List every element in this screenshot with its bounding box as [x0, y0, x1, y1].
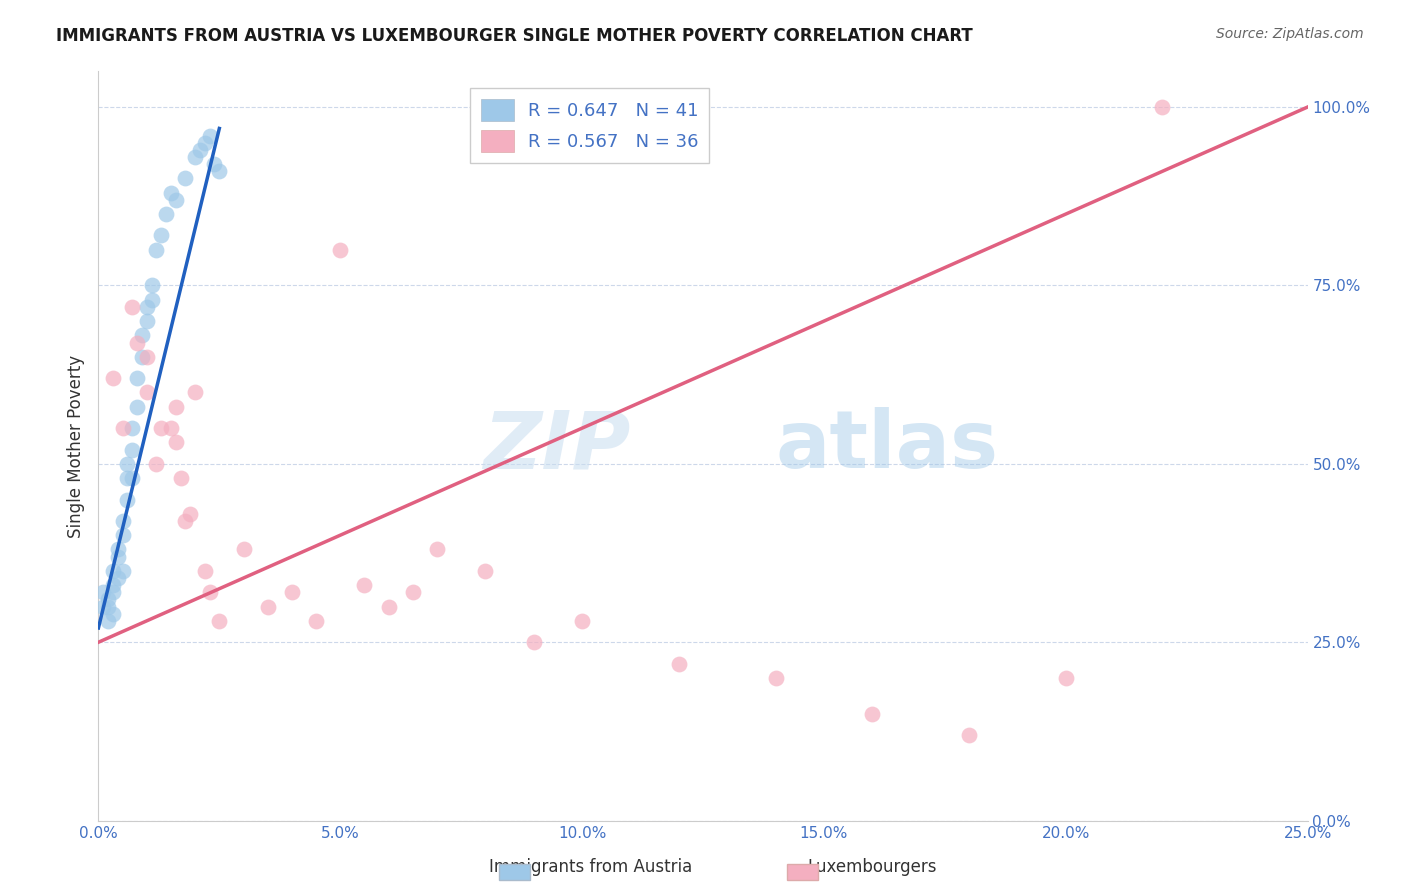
- Point: [97, 599, 120, 614]
- Point: [305, 614, 328, 628]
- Point: [232, 542, 254, 557]
- Point: [402, 585, 425, 599]
- Point: [204, 157, 226, 171]
- Point: [208, 614, 231, 628]
- Point: [141, 293, 163, 307]
- Text: Source: ZipAtlas.com: Source: ZipAtlas.com: [1216, 27, 1364, 41]
- Point: [194, 136, 217, 150]
- Point: [97, 592, 120, 607]
- Point: [91, 599, 114, 614]
- Point: [1152, 100, 1174, 114]
- Point: [101, 578, 124, 592]
- Point: [131, 328, 153, 343]
- Point: [765, 671, 787, 685]
- Point: [97, 614, 120, 628]
- Point: [165, 193, 187, 207]
- Point: [208, 164, 231, 178]
- Legend: R = 0.647   N = 41, R = 0.567   N = 36: R = 0.647 N = 41, R = 0.567 N = 36: [470, 88, 709, 162]
- Point: [127, 335, 149, 350]
- Point: [426, 542, 449, 557]
- Point: [111, 528, 134, 542]
- Point: [101, 371, 124, 385]
- Point: [101, 564, 124, 578]
- Text: Luxembourgers: Luxembourgers: [807, 858, 936, 876]
- Point: [135, 314, 157, 328]
- Point: [127, 400, 149, 414]
- Point: [169, 471, 191, 485]
- Point: [198, 128, 221, 143]
- Point: [1054, 671, 1077, 685]
- Point: [117, 492, 139, 507]
- Text: Immigrants from Austria: Immigrants from Austria: [489, 858, 692, 876]
- Point: [150, 421, 173, 435]
- Point: [188, 143, 211, 157]
- Point: [107, 549, 129, 564]
- Point: [329, 243, 352, 257]
- Point: [117, 471, 139, 485]
- Point: [194, 564, 217, 578]
- Point: [353, 578, 375, 592]
- Text: ZIP: ZIP: [484, 407, 630, 485]
- Point: [523, 635, 546, 649]
- Point: [127, 371, 149, 385]
- Point: [179, 507, 201, 521]
- Point: [860, 706, 883, 721]
- Point: [145, 457, 167, 471]
- Point: [184, 385, 207, 400]
- Point: [141, 278, 163, 293]
- Point: [111, 514, 134, 528]
- Point: [957, 728, 980, 742]
- Point: [174, 514, 197, 528]
- Point: [101, 585, 124, 599]
- Point: [121, 300, 143, 314]
- Point: [474, 564, 496, 578]
- Point: [101, 607, 124, 621]
- Point: [668, 657, 690, 671]
- Y-axis label: Single Mother Poverty: Single Mother Poverty: [66, 354, 84, 538]
- Point: [198, 585, 221, 599]
- Point: [135, 350, 157, 364]
- Point: [121, 442, 143, 457]
- Point: [160, 186, 183, 200]
- Point: [150, 228, 173, 243]
- Point: [131, 350, 153, 364]
- Point: [111, 564, 134, 578]
- Point: [571, 614, 593, 628]
- Point: [281, 585, 304, 599]
- Point: [135, 300, 157, 314]
- Point: [121, 421, 143, 435]
- Point: [107, 542, 129, 557]
- Point: [155, 207, 177, 221]
- Point: [377, 599, 399, 614]
- Point: [256, 599, 278, 614]
- Point: [165, 400, 187, 414]
- Point: [135, 385, 157, 400]
- Point: [160, 421, 183, 435]
- Point: [184, 150, 207, 164]
- Point: [107, 571, 129, 585]
- Point: [111, 421, 134, 435]
- Point: [145, 243, 167, 257]
- Point: [121, 471, 143, 485]
- Text: atlas: atlas: [776, 407, 998, 485]
- Point: [174, 171, 197, 186]
- Point: [91, 585, 114, 599]
- Point: [117, 457, 139, 471]
- Point: [165, 435, 187, 450]
- Text: IMMIGRANTS FROM AUSTRIA VS LUXEMBOURGER SINGLE MOTHER POVERTY CORRELATION CHART: IMMIGRANTS FROM AUSTRIA VS LUXEMBOURGER …: [56, 27, 973, 45]
